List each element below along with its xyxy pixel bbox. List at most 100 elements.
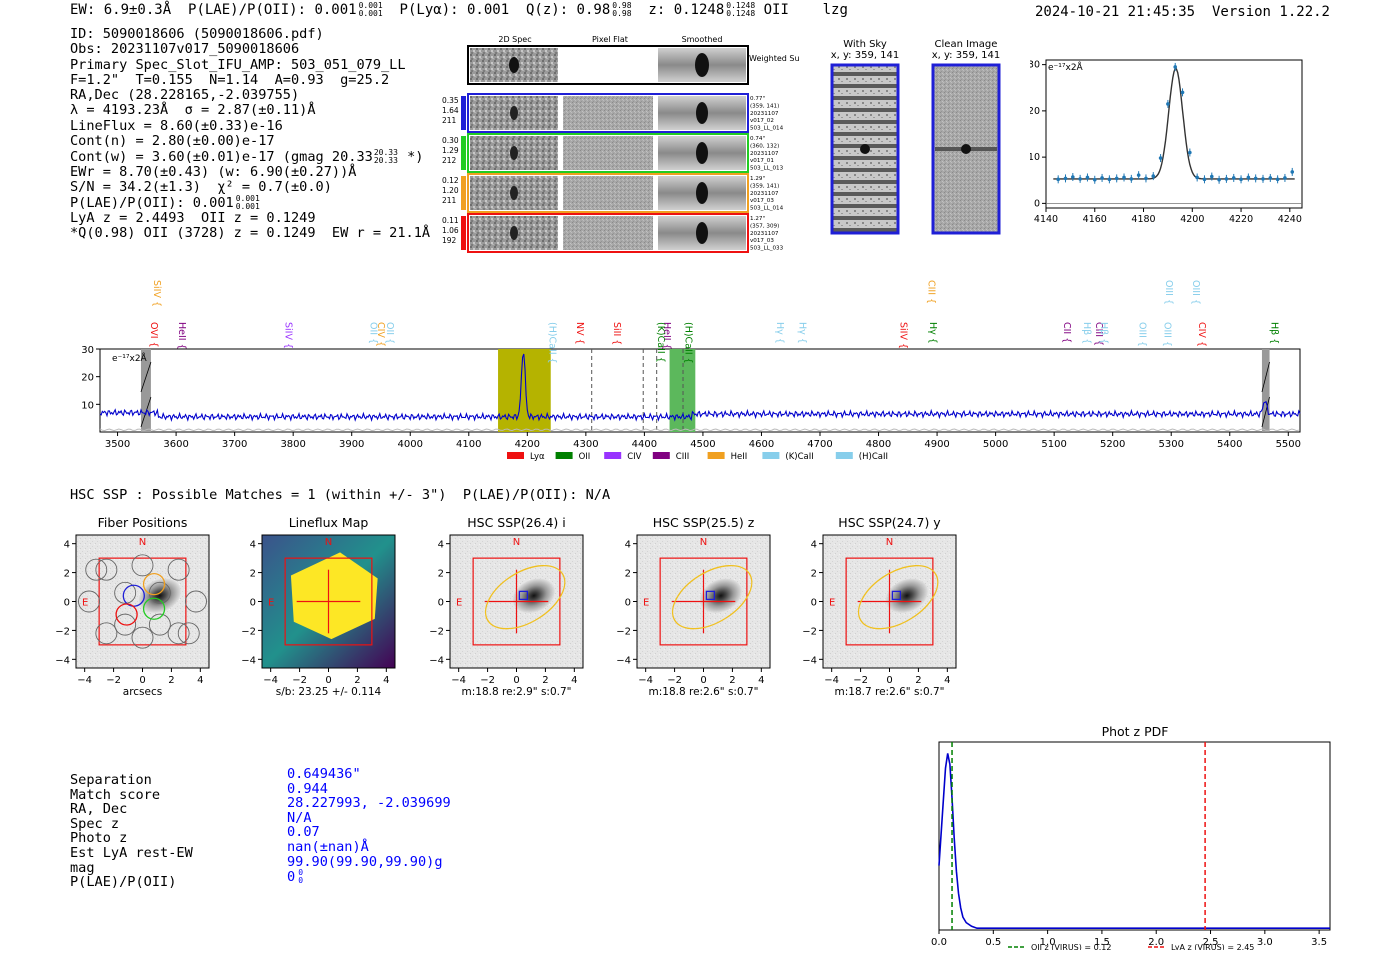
panel-xtick-label: 2 (915, 675, 921, 686)
fiber-circle-4 (115, 603, 138, 626)
cutout-row-meta: 503_LL_014 (750, 206, 784, 212)
weighted-smoothed-source (695, 53, 709, 77)
header-summary: EW: 6.9±0.3Å P(LAE)/P(OII): 0.001 0.001 0.… (70, 2, 848, 19)
info-cont-n: Cont(n) = 2.80(±0.00)e-17 (70, 133, 275, 150)
match-label-photoz: Photo z (70, 830, 128, 847)
photz-axes (938, 741, 1331, 931)
fit-data-point (1202, 177, 1207, 182)
match-label-lya-ew: Est LyA rest-EW (70, 844, 193, 861)
match-value-separation: 0.649436" (287, 766, 361, 782)
panel-xtick-label: 4 (571, 675, 577, 686)
panel-xtick-label: −4 (451, 675, 466, 686)
info-fiber-params: F=1.2" T=0.155 N=1.14 A=0.93 g=25.2 (70, 71, 390, 88)
spectrum-xtick-label: 3900 (339, 439, 364, 450)
panel-xtick-label: −4 (638, 675, 653, 686)
fiber-circle (148, 613, 171, 636)
photz-xtick-label: 3.0 (1257, 937, 1273, 948)
fit-ytick-label: 0 (1034, 198, 1040, 209)
fit-data-point (1144, 176, 1148, 181)
fit-xtick-label: 4220 (1229, 214, 1253, 225)
weighted-2dspec-source (509, 57, 519, 73)
spectrum-line-label: OVI { (148, 322, 159, 348)
cutout-row-color-tab (461, 216, 466, 250)
info-plae-sup: 0.001 (235, 194, 260, 204)
line-fit-chart: e⁻¹⁷x2Å 4140 4160 4180 4200 4220 4240 0 10 20 30 (1030, 59, 1303, 225)
fit-ytick-label: 30 (1030, 60, 1040, 71)
fit-data-point (1217, 177, 1221, 182)
catalog-match-marker (705, 590, 716, 601)
aperture-ellipse (857, 564, 939, 630)
fiber-circle (185, 590, 207, 613)
panel-xtick-label: −4 (824, 675, 839, 686)
cutout-row-stat: 0.12 (442, 176, 459, 185)
info-ewr: EWr = 8.70(±0.43) (w: 6.90(±0.27))Å (70, 163, 357, 180)
spectrum-legend-swatch (604, 452, 622, 459)
fit-model-line (1053, 67, 1295, 180)
cutout-row-pixelflat (563, 136, 653, 170)
cutout-row-source (510, 106, 518, 120)
info-gmag-sub: 20.33 (373, 156, 398, 166)
galaxy-image (699, 578, 742, 613)
fit-data-point (1078, 177, 1082, 181)
cutout-row-frame (467, 93, 749, 133)
compass-e: E (456, 598, 462, 609)
panel-ytick-label: 0 (625, 598, 631, 609)
fit-data-point (1151, 174, 1156, 178)
photz-xtick-label: 0.0 (931, 937, 947, 948)
spectrum-legend-label: CIV (627, 452, 641, 462)
search-box (659, 557, 748, 646)
info-obs: Obs: 20231107v017_5090018606 (70, 41, 300, 58)
panel-ytick-label: −2 (429, 626, 444, 637)
fit-xtick-label: 4200 (1180, 214, 1204, 225)
panel-xtick-label: 4 (944, 675, 950, 686)
cutout-row-meta: 0.77" (750, 96, 765, 102)
spectrum-line-label: CII { (1061, 322, 1072, 343)
fit-data-point (1166, 102, 1170, 106)
header-qz-sub: 0.98 (612, 9, 632, 18)
panel-xtick-label: −2 (480, 675, 495, 686)
spectrum-line-label: CIII { (1093, 322, 1104, 346)
photz-legend-label: LyA z (VIRUS) = 2.45 (1171, 943, 1254, 950)
header-qz: Q(z): 0.98 (525, 2, 611, 18)
fiber-circle (167, 622, 190, 645)
spectrum-flux-line (99, 353, 1301, 423)
cutout-row-smoothed-source (696, 102, 708, 124)
cutout-row-meta: 503_LL_014 (750, 126, 784, 132)
spectrum-line-label: Hγ { (774, 322, 785, 344)
panel-ytick-label: 0 (811, 598, 817, 609)
compass-e: E (268, 598, 274, 609)
photz-xtick-label: 1.5 (1094, 937, 1110, 948)
header-version: Version 1.22.2 (1211, 4, 1330, 20)
photz-pdf-line (938, 753, 1330, 929)
image-panels: Fiber Positions N E −4 −4 −2 −2 0 0 2 2 4 4 arcsecs Li… (55, 515, 957, 698)
fiber-circle (114, 581, 137, 604)
header-z: z: 0.1248 (648, 2, 725, 18)
cutout-row-source (510, 226, 518, 240)
panel-ytick-label: 4 (250, 540, 256, 551)
fiber-circle-2 (142, 597, 166, 620)
fiber-circle-3 (142, 573, 166, 596)
fit-data-point (1063, 176, 1068, 181)
fit-xtick-label: 4180 (1131, 214, 1155, 225)
match-labels: Separation Match score RA, Dec Spec z Ph… (70, 773, 193, 890)
panel-xtick-label: 0 (325, 675, 331, 686)
photz-xtick-label: 1.0 (1040, 937, 1056, 948)
spectrum-sky-trace (99, 428, 1299, 432)
info-plae-text: P(LAE)/P(OII): 0.001 (70, 195, 234, 212)
spectrum-xtick-label: 4300 (573, 439, 598, 450)
header-plae: P(LAE)/P(OII): 0.001 (188, 2, 357, 18)
panel-ytick-label: −4 (429, 655, 444, 666)
cutout-row-source (510, 186, 518, 200)
weighted-sum-frame (467, 45, 749, 85)
spectrum-line-label: Hβ { (1098, 322, 1109, 344)
spectrum-legend-label: CIII (676, 452, 689, 462)
spectrum-mask-hatch (140, 361, 152, 393)
panel-xtick-label: 2 (354, 675, 360, 686)
spectrum-xtick-label: 5300 (1158, 439, 1183, 450)
cutout-row-meta: 0.74" (750, 136, 765, 142)
fit-data-point (1092, 177, 1097, 182)
cutout-row-meta: 20231107 (750, 191, 779, 197)
cutout-row-stat: 1.06 (442, 226, 459, 235)
cutout-row-pixelflat (563, 176, 653, 210)
cutout-row-stat: 1.64 (442, 106, 459, 115)
